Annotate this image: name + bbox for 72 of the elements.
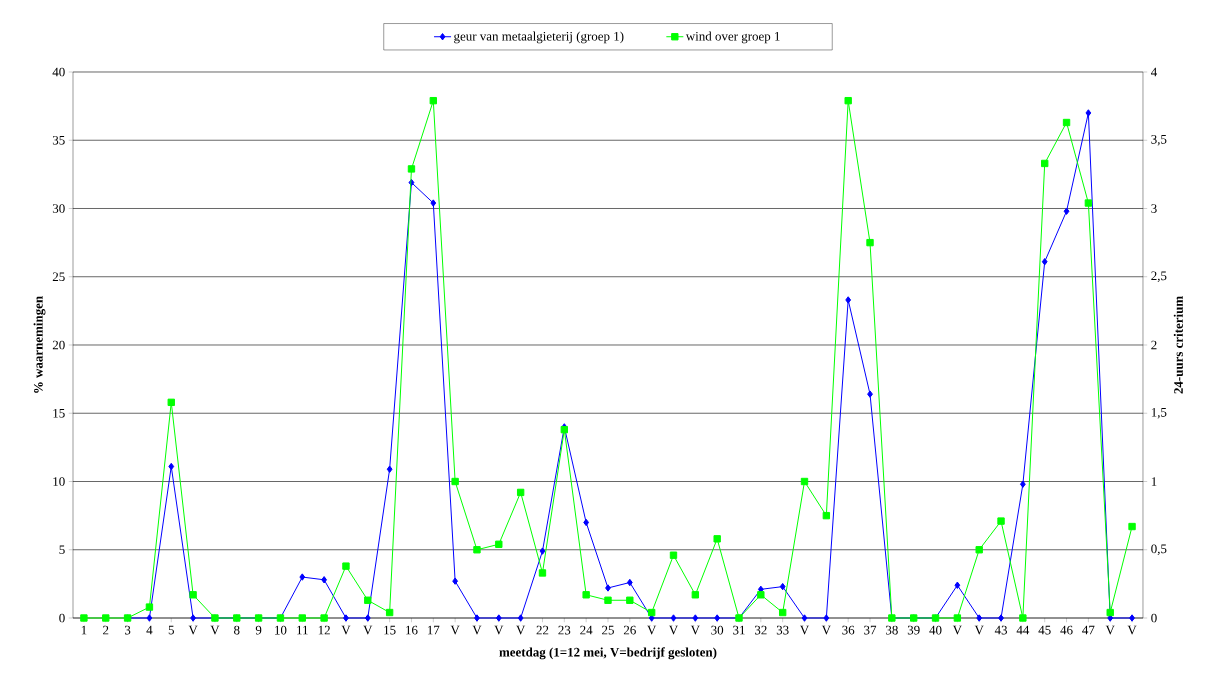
y2-tick-label: 1 <box>1151 477 1157 486</box>
y-tick-label: 35 <box>52 135 65 145</box>
x-tick-label: V <box>450 625 460 635</box>
x-axis-title: meetdag (1=12 mei, V=bedrijf gesloten) <box>499 647 717 660</box>
x-tick-label: V <box>952 625 962 635</box>
x-tick-label: V <box>821 625 831 635</box>
x-tick-label: V <box>188 625 198 635</box>
y2-tick-label: 3 <box>1151 204 1157 213</box>
x-tick-label: 36 <box>842 625 855 635</box>
x-tick-label: 24 <box>580 625 593 635</box>
y-tick-label: 25 <box>52 272 65 282</box>
x-tick-label: 46 <box>1060 625 1073 635</box>
x-tick-label: 8 <box>234 625 240 635</box>
x-tick-label: 30 <box>711 625 724 635</box>
legend-label: wind over groep 1 <box>685 31 780 44</box>
x-tick-label: 23 <box>558 625 571 635</box>
x-tick-label: V <box>690 625 700 635</box>
x-tick-label: 4 <box>146 625 153 635</box>
x-tick-label: 25 <box>602 625 614 635</box>
x-tick-label: 33 <box>776 625 789 635</box>
y-tick-label: 40 <box>52 67 65 77</box>
x-tick-label: 43 <box>994 625 1007 635</box>
x-tick-label: 5 <box>168 625 174 635</box>
y-tick-label: 20 <box>52 340 65 350</box>
x-tick-label: V <box>472 625 482 635</box>
x-tick-label: 17 <box>427 625 440 635</box>
x-tick-label: V <box>494 625 504 635</box>
y2-axis-title: 24-uurs criterium <box>1173 296 1183 394</box>
x-tick-label: 38 <box>886 625 898 635</box>
x-tick-label: 39 <box>907 625 920 635</box>
x-tick-label: V <box>974 625 984 635</box>
x-tick-label: 16 <box>406 625 418 635</box>
x-tick-label: V <box>210 625 220 635</box>
x-tick-label: 22 <box>536 625 549 635</box>
y-axis-title: % waarnemingen <box>33 296 46 393</box>
x-tick-label: V <box>516 625 526 635</box>
y2-tick-label: 2 <box>1151 340 1157 350</box>
y2-tick-label: 0 <box>1151 613 1157 623</box>
x-tick-label: V <box>1127 625 1137 635</box>
x-tick-label: 3 <box>124 625 131 635</box>
x-tick-label: 9 <box>255 625 262 635</box>
x-tick-label: 37 <box>864 625 877 635</box>
x-tick-label: 47 <box>1082 625 1095 635</box>
x-tick-label: V <box>668 625 679 635</box>
x-tick-label: 10 <box>275 625 287 635</box>
y2-tick-label: 2,5 <box>1151 271 1167 283</box>
y-tick-label: 30 <box>52 204 65 213</box>
x-tick-label: 11 <box>297 625 308 635</box>
y2-tick-label: 0,5 <box>1151 544 1167 556</box>
x-tick-label: 1 <box>81 625 87 635</box>
x-tick-label: 12 <box>318 625 330 635</box>
y2-tick-label: 3,5 <box>1151 134 1167 146</box>
x-tick-label: 26 <box>623 625 636 635</box>
y-tick-label: 5 <box>59 545 65 555</box>
x-tick-label: V <box>647 625 657 635</box>
y-tick-label: 0 <box>59 613 65 623</box>
x-tick-label: V <box>341 625 351 635</box>
y2-tick-label: 1,5 <box>1151 407 1167 419</box>
x-tick-label: V <box>363 625 373 635</box>
x-tick-label: V <box>1105 625 1115 635</box>
y-tick-label: 15 <box>53 408 65 418</box>
x-tick-label: 45 <box>1038 625 1051 635</box>
x-tick-label: 31 <box>733 625 745 635</box>
legend-label: geur van metaalgieterij (groep 1) <box>454 31 624 44</box>
x-tick-label: 44 <box>1016 625 1030 635</box>
x-tick-label: 40 <box>929 625 942 635</box>
x-tick-label: 32 <box>754 625 767 635</box>
x-tick-label: 2 <box>103 625 109 635</box>
y-tick-label: 10 <box>53 477 65 486</box>
x-tick-label: V <box>799 625 810 635</box>
x-tick-label: 15 <box>384 625 396 635</box>
y2-tick-label: 4 <box>1150 67 1158 77</box>
